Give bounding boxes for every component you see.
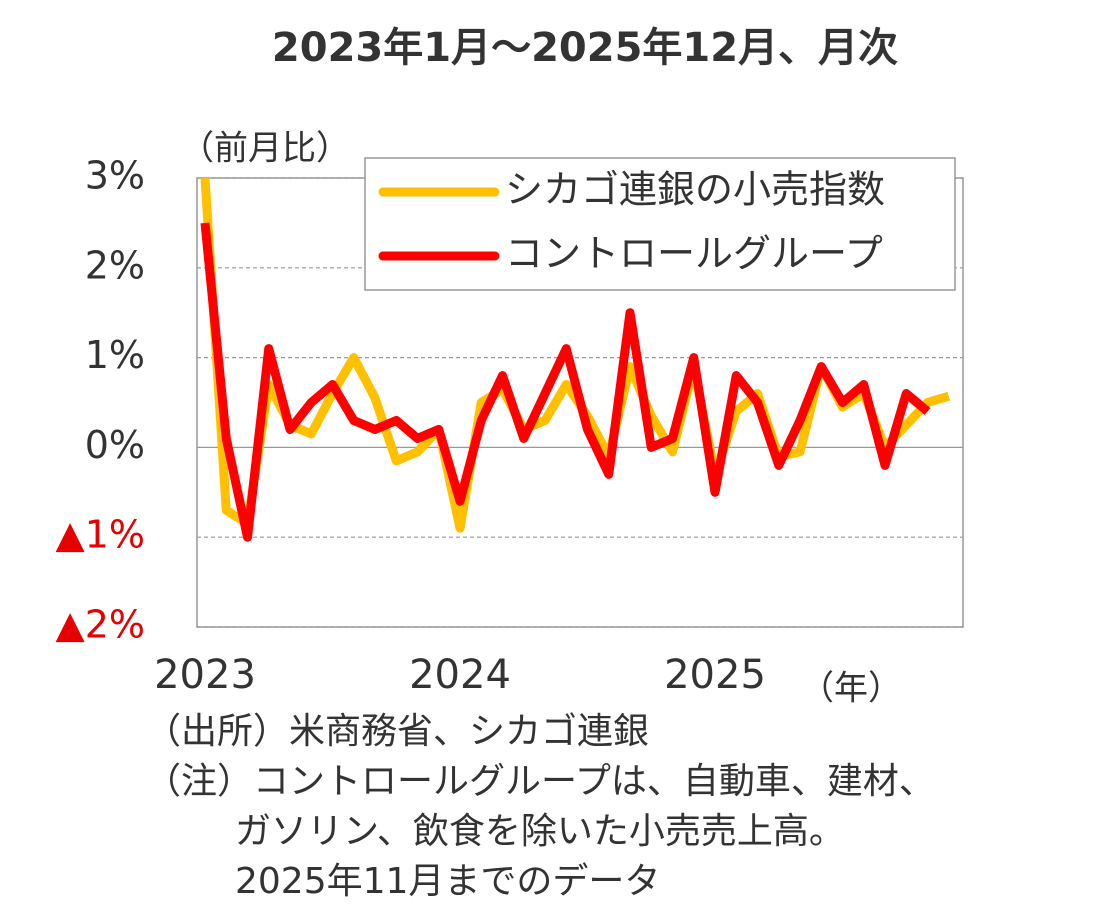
x-tick-label: 2023 [154,652,256,698]
footnote: ガソリン、飲食を除いた小売売上高。 [235,811,845,852]
y-tick-label: ▲1% [55,513,145,557]
footnote: （注）コントロールグループは、自動車、建材、 [145,761,935,802]
y-tick-label: 1% [85,333,145,377]
y-tick-label: ▲2% [55,603,145,647]
legend-label: コントロールグループ [505,232,883,276]
line-series [200,222,931,542]
x-axis-label: （年） [800,669,902,709]
legend-label: シカゴ連銀の小売指数 [505,168,885,212]
footnote: 2025年11月までのデータ [235,861,660,902]
y-tick-label: 0% [85,423,145,467]
y-tick-label: 3% [85,154,145,198]
chart-title: 2023年1月～2025年12月、月次 [272,25,898,71]
y-tick-label: 2% [85,243,145,287]
legend-box [364,157,956,291]
x-tick-label: 2025 [664,652,766,698]
x-tick-label: 2024 [409,652,511,698]
footnote: （出所）米商務省、シカゴ連銀 [145,711,649,752]
y-axis-label: （前月比） [180,129,350,169]
